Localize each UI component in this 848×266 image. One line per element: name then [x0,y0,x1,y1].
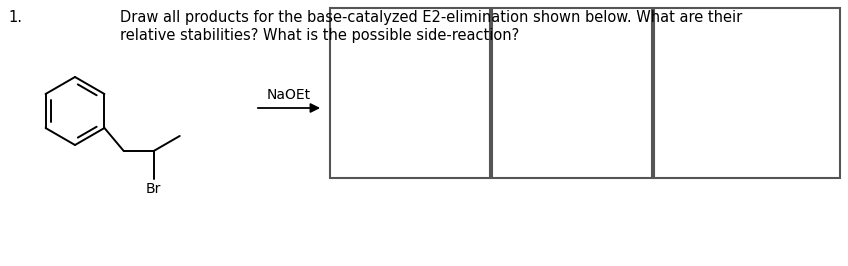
Bar [330,8,490,178]
Text: relative stabilities? What is the possible side-reaction?: relative stabilities? What is the possib… [120,28,519,43]
Text: 1.: 1. [8,10,22,25]
Text: NaOEt: NaOEt [267,88,311,102]
Bar [654,8,840,178]
Text: Br: Br [146,182,161,196]
Text: Draw all products for the base-catalyzed E2-elimination shown below. What are th: Draw all products for the base-catalyzed… [120,10,742,25]
Bar [492,8,652,178]
